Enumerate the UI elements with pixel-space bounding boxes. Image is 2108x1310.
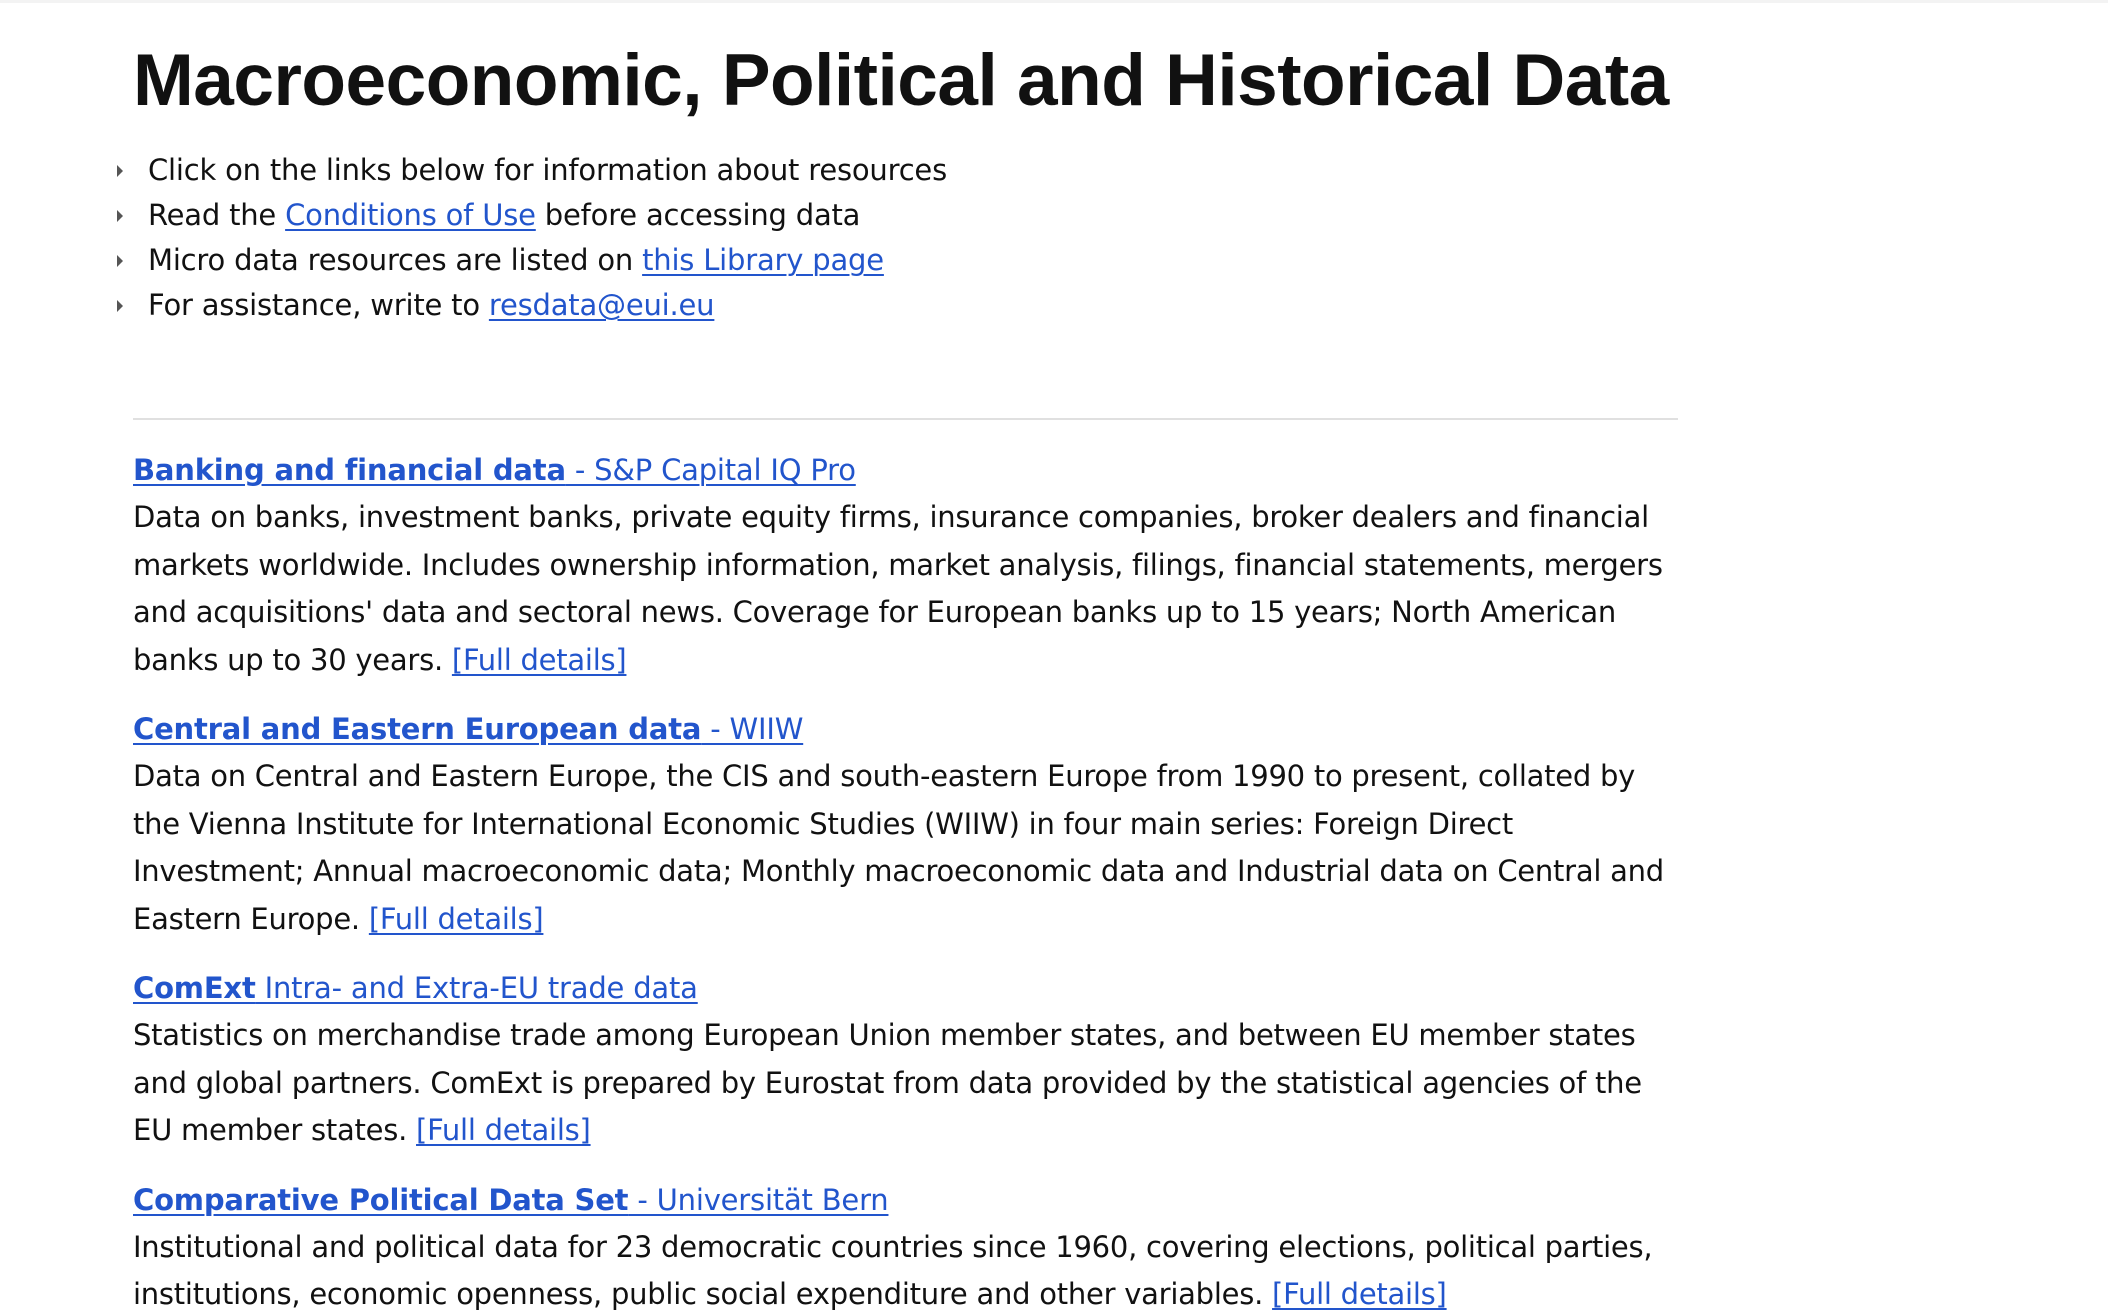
resource-entry: Comparative Political Data Set - Univers… (133, 1177, 1678, 1310)
intro-text: Click on the links below for information… (148, 153, 947, 187)
bullet-triangle-icon (117, 255, 123, 267)
bullet-triangle-icon (117, 210, 123, 222)
resource-title-link[interactable]: ComExt Intra- and Extra-EU trade data (133, 971, 698, 1005)
full-details-link[interactable]: [Full details] (451, 642, 627, 677)
intro-text: before accessing data (535, 198, 861, 232)
resource-title-link[interactable]: Banking and financial data - S&P Capital… (133, 453, 856, 487)
resource-description: Data on Central and Eastern Europe, the … (133, 753, 1678, 943)
page-title: Macroeconomic, Political and Historical … (133, 40, 1669, 121)
resource-description: Institutional and political data for 23 … (133, 1224, 1678, 1310)
resource-provider: - S&P Capital IQ Pro (565, 453, 856, 487)
resource-title-link[interactable]: Central and Eastern European data - WIIW (133, 712, 803, 746)
resource-description-text: Institutional and political data for 23 … (133, 1229, 1653, 1310)
resource-heading: Central and Eastern European data - WIIW (133, 706, 1678, 753)
bullet-triangle-icon (117, 300, 123, 312)
intro-text: For assistance, write to (148, 288, 489, 322)
intro-item: For assistance, write to resdata@eui.eu (117, 283, 1517, 328)
intro-list: Click on the links below for information… (117, 148, 1517, 328)
intro-item: Read the Conditions of Use before access… (117, 193, 1517, 238)
resource-description: Statistics on merchandise trade among Eu… (133, 1012, 1678, 1155)
full-details-link[interactable]: [Full details] (368, 901, 544, 936)
intro-text: Read the (148, 198, 286, 232)
resource-provider: - WIIW (701, 712, 804, 746)
resource-heading: Comparative Political Data Set - Univers… (133, 1177, 1678, 1224)
resource-name: ComExt (133, 971, 256, 1005)
resource-heading: ComExt Intra- and Extra-EU trade data (133, 965, 1678, 1012)
library-page-link[interactable]: this Library page (642, 243, 884, 277)
resource-list: Banking and financial data - S&P Capital… (133, 447, 1678, 1310)
resource-provider: Intra- and Extra-EU trade data (255, 971, 698, 1005)
resource-entry: ComExt Intra- and Extra-EU trade data St… (133, 965, 1678, 1155)
resource-entry: Central and Eastern European data - WIIW… (133, 706, 1678, 943)
resource-entry: Banking and financial data - S&P Capital… (133, 447, 1678, 684)
resource-description-text: Data on banks, investment banks, private… (133, 500, 1663, 677)
resource-description-text: Statistics on merchandise trade among Eu… (133, 1018, 1642, 1147)
resource-description: Data on banks, investment banks, private… (133, 494, 1678, 684)
resource-title-link[interactable]: Comparative Political Data Set - Univers… (133, 1182, 889, 1217)
full-details-link[interactable]: [Full details] (416, 1113, 591, 1147)
intro-item: Click on the links below for information… (117, 148, 1517, 193)
resource-name: Comparative Political Data Set (133, 1182, 629, 1217)
intro-item: Micro data resources are listed on this … (117, 238, 1517, 283)
resource-name: Banking and financial data (133, 453, 566, 487)
resource-name: Central and Eastern European data (133, 712, 702, 746)
bullet-triangle-icon (117, 165, 123, 177)
top-edge (0, 0, 2108, 3)
resource-description-text: Data on Central and Eastern Europe, the … (133, 759, 1664, 936)
full-details-link[interactable]: [Full details] (1272, 1277, 1447, 1310)
conditions-of-use-link[interactable]: Conditions of Use (285, 198, 536, 232)
divider (133, 418, 1678, 420)
resource-heading: Banking and financial data - S&P Capital… (133, 447, 1678, 494)
resource-provider: - Universität Bern (628, 1182, 889, 1217)
intro-text: Micro data resources are listed on (148, 243, 643, 277)
email-link[interactable]: resdata@eui.eu (488, 288, 715, 322)
